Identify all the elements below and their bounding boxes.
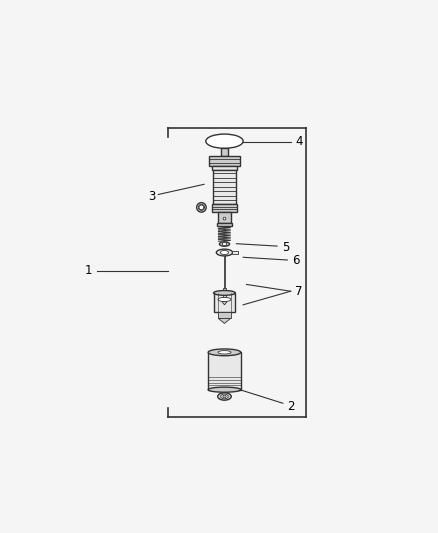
FancyBboxPatch shape bbox=[224, 256, 225, 288]
Ellipse shape bbox=[218, 393, 231, 400]
Text: 6: 6 bbox=[292, 254, 300, 267]
Ellipse shape bbox=[208, 349, 241, 356]
Ellipse shape bbox=[197, 203, 206, 212]
FancyBboxPatch shape bbox=[222, 148, 227, 156]
FancyBboxPatch shape bbox=[209, 156, 240, 166]
FancyBboxPatch shape bbox=[217, 223, 232, 226]
Ellipse shape bbox=[220, 251, 229, 255]
Text: 5: 5 bbox=[282, 240, 289, 254]
Polygon shape bbox=[222, 302, 227, 305]
FancyBboxPatch shape bbox=[212, 166, 237, 170]
Text: 4: 4 bbox=[295, 135, 303, 148]
Ellipse shape bbox=[223, 217, 226, 220]
Text: 3: 3 bbox=[148, 190, 155, 203]
Polygon shape bbox=[219, 318, 230, 324]
FancyBboxPatch shape bbox=[218, 213, 231, 223]
FancyBboxPatch shape bbox=[232, 251, 238, 254]
Ellipse shape bbox=[222, 243, 227, 246]
Ellipse shape bbox=[223, 395, 226, 398]
Ellipse shape bbox=[218, 297, 231, 302]
Ellipse shape bbox=[218, 351, 231, 354]
FancyBboxPatch shape bbox=[219, 312, 230, 318]
Text: 7: 7 bbox=[295, 285, 303, 298]
Text: 2: 2 bbox=[287, 400, 294, 413]
FancyBboxPatch shape bbox=[223, 288, 226, 302]
Ellipse shape bbox=[208, 387, 241, 392]
FancyBboxPatch shape bbox=[208, 352, 241, 390]
Ellipse shape bbox=[206, 134, 243, 148]
FancyBboxPatch shape bbox=[213, 170, 236, 204]
Text: 1: 1 bbox=[85, 264, 92, 277]
FancyBboxPatch shape bbox=[214, 293, 235, 312]
Ellipse shape bbox=[199, 205, 204, 210]
Ellipse shape bbox=[216, 249, 233, 256]
Ellipse shape bbox=[221, 394, 228, 399]
Ellipse shape bbox=[219, 242, 230, 246]
Ellipse shape bbox=[214, 290, 235, 295]
FancyBboxPatch shape bbox=[212, 204, 237, 213]
